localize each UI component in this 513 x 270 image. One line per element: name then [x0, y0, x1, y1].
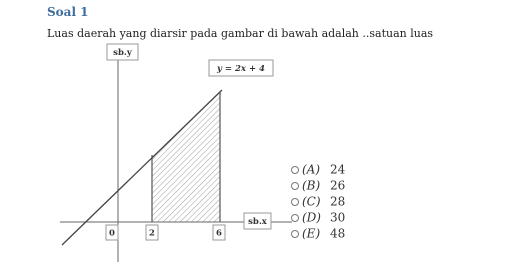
option-letter: (A) — [302, 163, 320, 177]
shaded-area — [152, 92, 220, 222]
radio-button[interactable] — [291, 182, 299, 190]
option-value: 28 — [330, 195, 345, 209]
radio-button[interactable] — [291, 230, 299, 238]
option-letter: (C) — [302, 195, 321, 209]
radio-button[interactable] — [291, 214, 299, 222]
x-label: 6 — [216, 229, 222, 239]
label-box — [145, 224, 159, 241]
label-box — [243, 212, 272, 230]
line — [61, 89, 223, 246]
option-value: 26 — [330, 179, 345, 193]
label-box — [106, 43, 139, 61]
option-value: 30 — [330, 211, 345, 225]
radio-button[interactable] — [291, 166, 299, 174]
x-label: 2 — [149, 229, 155, 239]
label-box — [208, 59, 274, 77]
line-label: y = 2x + 4 — [216, 64, 265, 74]
radio-button[interactable] — [291, 198, 299, 206]
options: (A) 24 (B) 26 (C) 28 (D) 30 (E) 48 — [291, 163, 346, 241]
option-value: 24 — [330, 163, 346, 177]
question: Luas daerah yang diarsir pada gambar di … — [47, 27, 433, 40]
x-axis-label: sb.x — [248, 217, 268, 227]
label-box — [105, 224, 119, 241]
graph: sb.y y = 2x + 4 sb.x 0 2 6 — [60, 43, 292, 262]
label-box — [212, 224, 226, 241]
title: Soal 1 — [47, 5, 89, 19]
option-value: 48 — [330, 227, 345, 241]
x-label: 0 — [109, 229, 115, 239]
y-axis-label: sb.y — [113, 48, 133, 58]
option-letter: (E) — [302, 227, 320, 241]
option-letter: (D) — [302, 211, 321, 225]
option-letter: (B) — [302, 179, 321, 193]
